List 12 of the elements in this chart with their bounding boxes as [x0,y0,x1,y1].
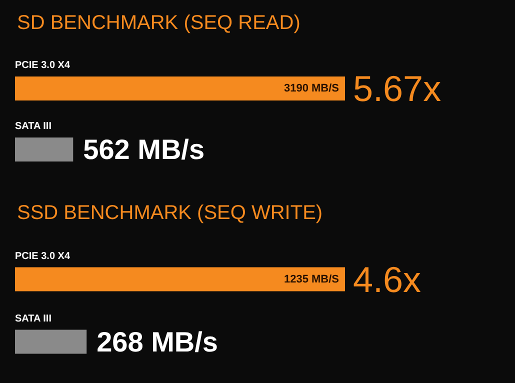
chart-title: SD BENCHMARK (SEQ READ) [17,12,300,34]
data-label: 562 MB/s [83,134,205,165]
y-tick-label: SATA III [15,121,52,132]
y-tick-label: PCIE 3.0 X4 [15,250,70,262]
data-label: 3190 MB/S [284,82,339,94]
y-tick-label: PCIE 3.0 X4 [15,60,70,71]
data-label: 268 MB/s [96,326,218,358]
text: 5.67x [353,68,442,109]
text: 4.6x [353,258,422,300]
data-label: 1235 MB/S [284,273,339,286]
y-tick-label: SATA III [15,313,52,324]
chart-title: SSD BENCHMARK (SEQ WRITE) [17,202,323,224]
